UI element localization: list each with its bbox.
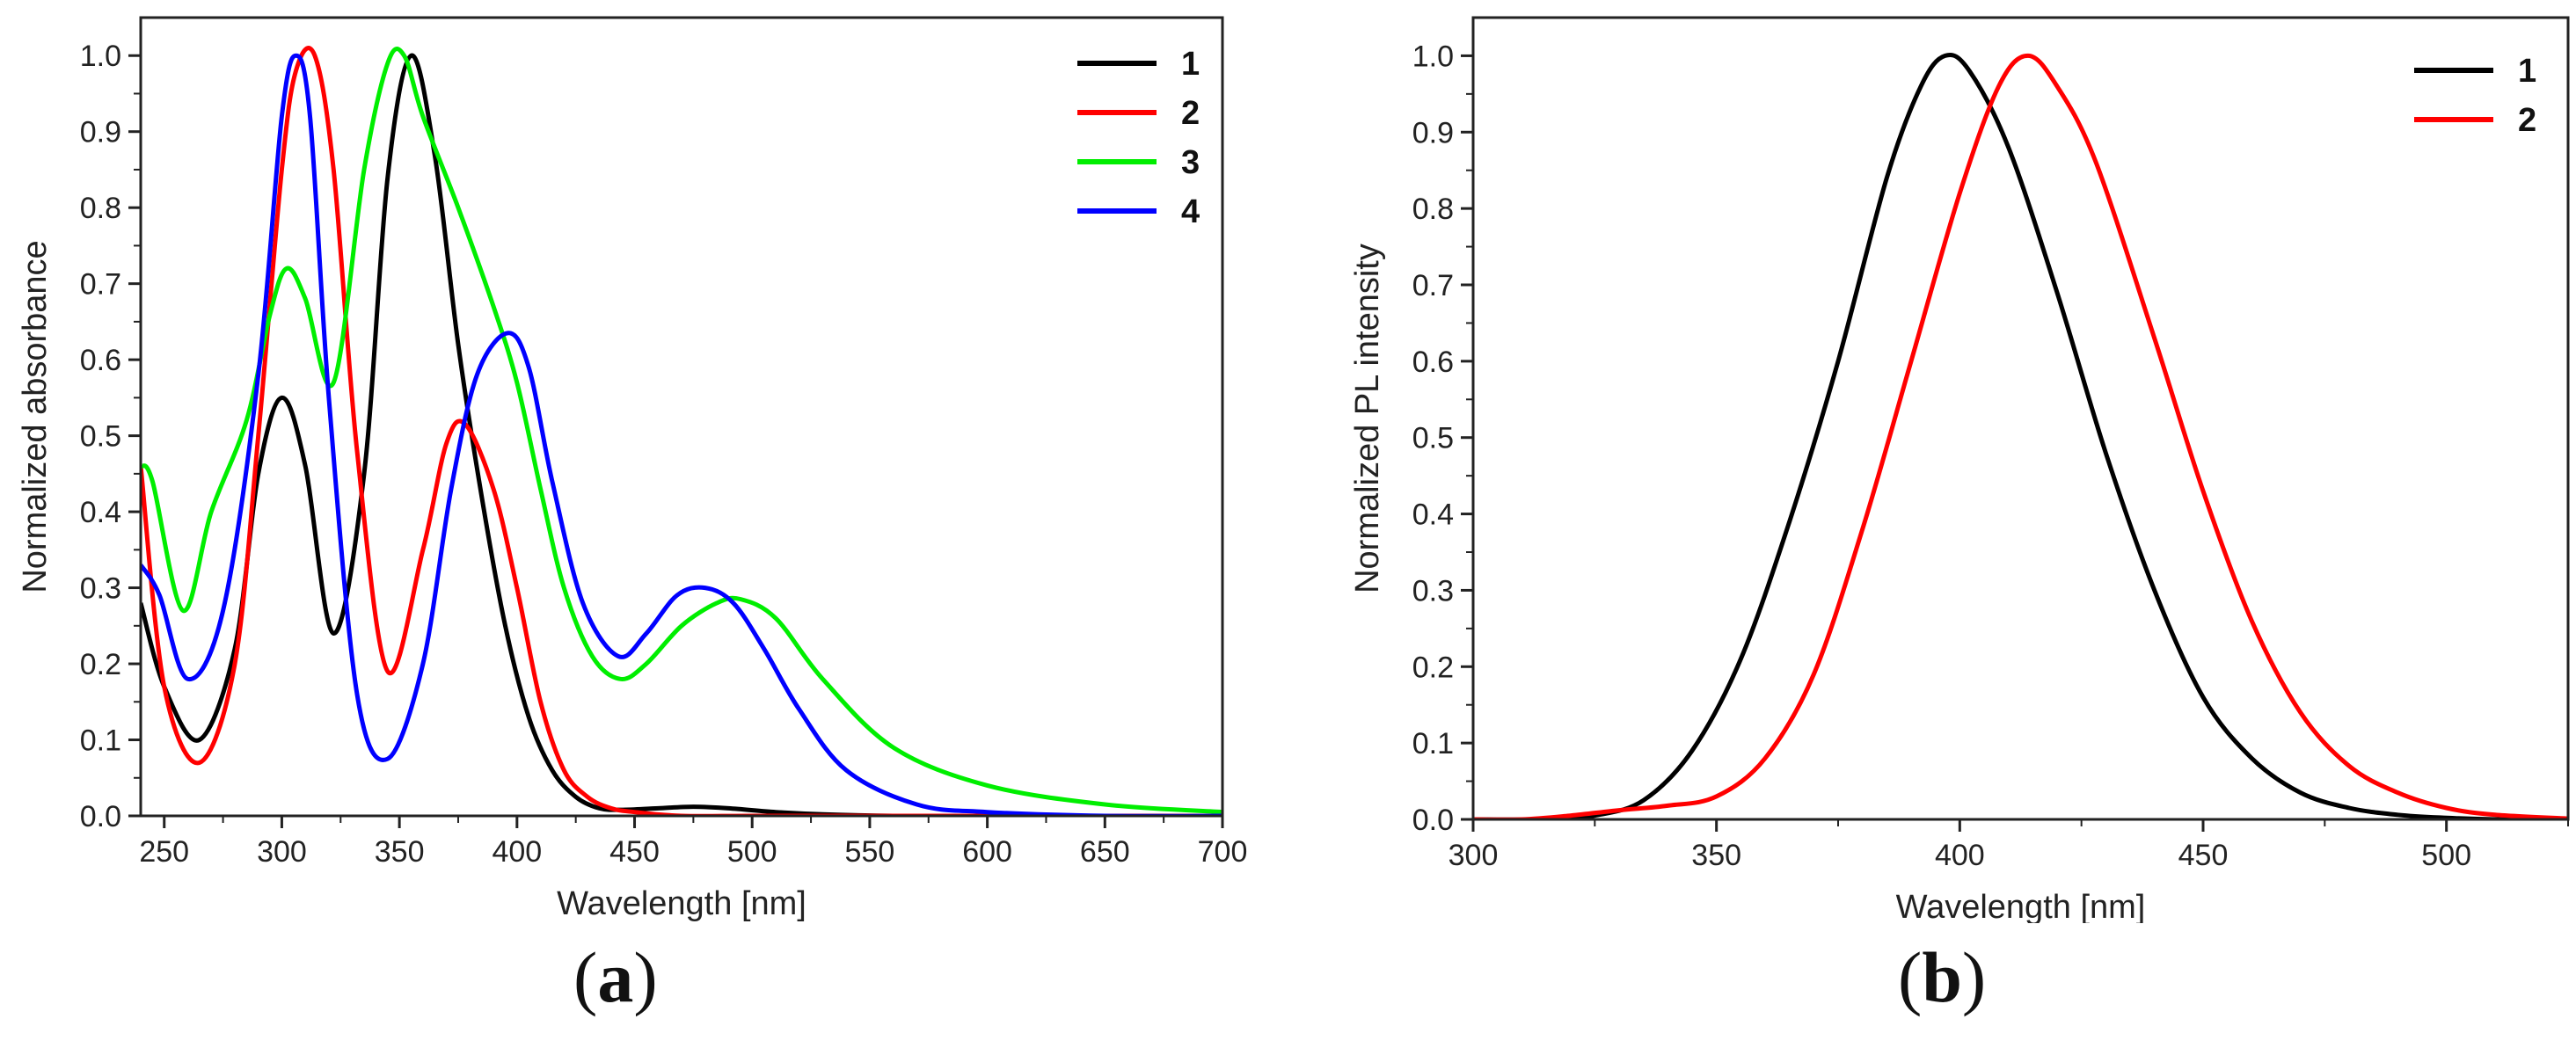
y-tick-label: 0.6	[80, 344, 121, 377]
figure-canvas: 250 300 350 400 450 500 550 600 650 700 0.0 0.1 0.2 0…	[17, 16, 2570, 923]
legend-label-2: 2	[2518, 102, 2536, 139]
y-tick-label: 0.4	[80, 496, 121, 529]
series-line-3	[141, 47, 1222, 815]
x-tick-label: 350	[1691, 839, 1741, 872]
x-axis-title: Wavelength [nm]	[1896, 889, 2146, 923]
y-tick-label: 0.5	[1412, 422, 1454, 455]
y-tick-label: 0.1	[1412, 727, 1454, 760]
legend: 12	[2414, 53, 2536, 139]
series-line-1	[1473, 52, 2568, 819]
panel-caption-a: (a)	[573, 937, 658, 1017]
y-tick-label: 0.2	[80, 648, 121, 681]
x-tick-label: 450	[2178, 839, 2229, 872]
y-tick-label: 0.7	[80, 268, 121, 302]
y-tick-label: 0.9	[1412, 116, 1454, 149]
y-tick-label: 0.3	[80, 572, 121, 606]
panel-caption-b: (b)	[1898, 937, 1987, 1017]
plot-frame	[139, 16, 1224, 818]
x-tick-label: 400	[492, 835, 542, 869]
y-tick-label: 0.8	[1412, 193, 1454, 226]
y-tick-label: 0.4	[1412, 498, 1454, 532]
x-tick-label: 400	[1935, 839, 1985, 872]
legend-label-1: 1	[2518, 53, 2536, 90]
y-tick-label: 1.0	[80, 40, 121, 73]
legend: 1 2 3 4	[1077, 46, 1200, 230]
y-tick-label: 0.0	[80, 800, 121, 833]
y-tick-label: 0.7	[1412, 269, 1454, 302]
legend-label-1: 1	[1181, 46, 1200, 83]
x-tick-label: 500	[727, 835, 777, 869]
y-tick-label: 0.0	[1412, 804, 1454, 837]
x-tick-label: 550	[845, 835, 895, 869]
series-line-2	[141, 46, 1222, 816]
legend-label-3: 3	[1181, 144, 1200, 181]
y-tick-label: 1.0	[1412, 40, 1454, 73]
x-tick-label: 600	[962, 835, 1012, 869]
plot-frame	[1471, 16, 2570, 821]
y-axis-title: Normalized PL intensity	[1349, 244, 1386, 593]
legend-label-4: 4	[1181, 193, 1200, 230]
y-tick-label: 0.8	[80, 192, 121, 225]
y-tick-label: 0.3	[1412, 574, 1454, 608]
y-tick-label: 0.2	[1412, 651, 1454, 684]
x-tick-label: 300	[257, 835, 307, 869]
y-tick-label: 0.6	[1412, 346, 1454, 379]
series-line-2	[1473, 53, 2568, 819]
y-tick-label: 0.5	[80, 420, 121, 454]
chart-pl-intensity: 300 350 400 450 500 0.0 0.1 0.2 0.3 0.4 0.5 0.6 0.7 0…	[1349, 16, 2570, 923]
x-tick-label: 500	[2421, 839, 2471, 872]
y-tick-label: 0.1	[80, 724, 121, 758]
series-line-4	[141, 53, 1222, 816]
series-line-1	[141, 53, 1222, 816]
x-tick-label: 350	[375, 835, 425, 869]
x-tick-label: 300	[1449, 839, 1499, 872]
chart-absorbance: 250 300 350 400 450 500 550 600 650 700 0.0 0.1 0.2 0…	[17, 16, 1248, 922]
legend-label-2: 2	[1181, 95, 1200, 132]
x-tick-label: 650	[1080, 835, 1130, 869]
x-tick-label: 450	[609, 835, 660, 869]
y-axis-title: Normalized absorbance	[17, 240, 54, 593]
x-tick-label: 250	[139, 835, 189, 869]
x-tick-label: 700	[1198, 835, 1248, 869]
x-axis-title: Wavelength [nm]	[557, 885, 806, 922]
y-tick-label: 0.9	[80, 116, 121, 149]
